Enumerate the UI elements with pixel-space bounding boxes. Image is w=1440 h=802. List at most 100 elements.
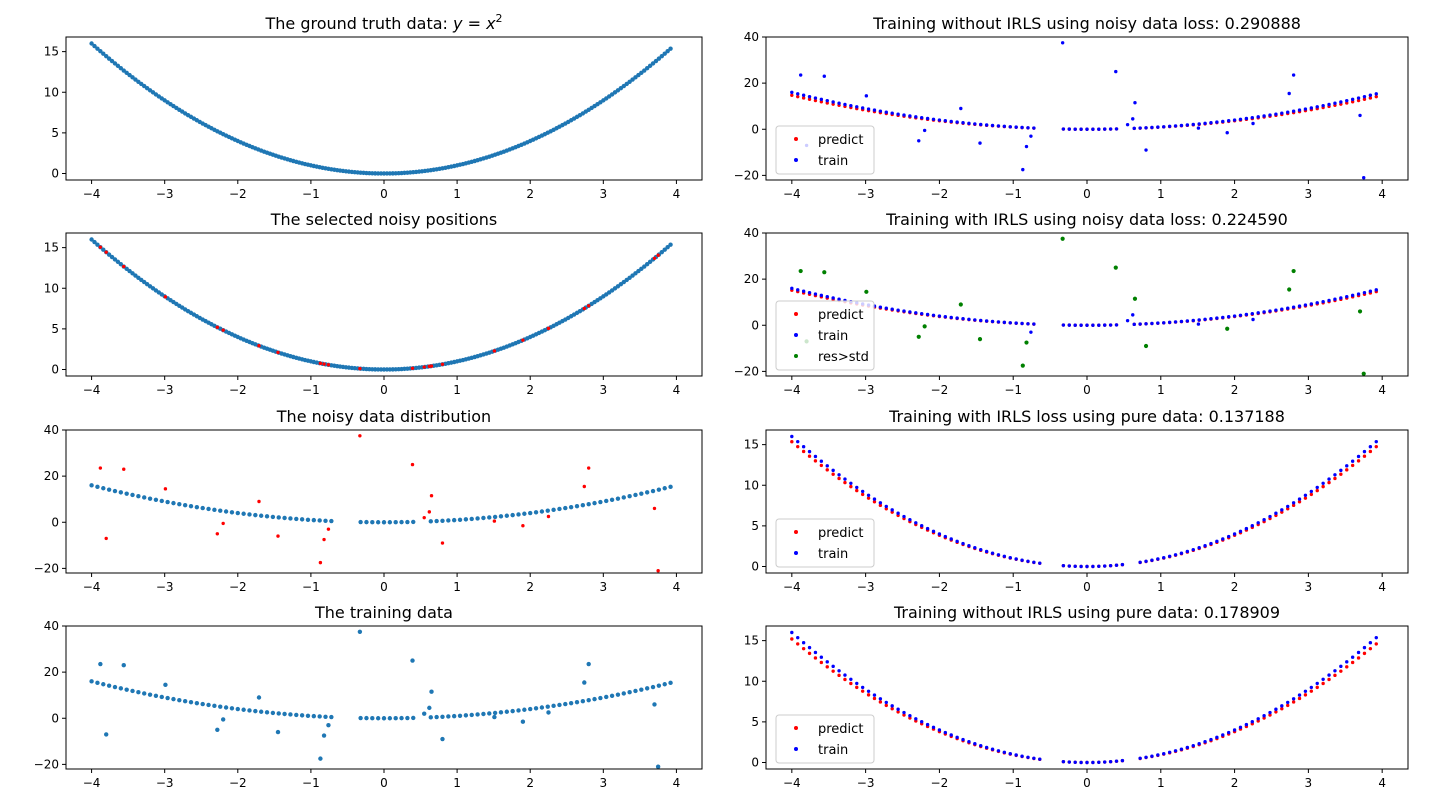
- data-point: [621, 495, 626, 500]
- data-point: [878, 700, 883, 704]
- data-point: [1362, 449, 1367, 454]
- data-point: [1020, 125, 1024, 130]
- data-point: [961, 541, 965, 546]
- data-point: [446, 714, 451, 719]
- data-point: [582, 306, 587, 311]
- x-tick-label: 2: [1231, 383, 1239, 397]
- data-point: [1303, 496, 1308, 500]
- data-point: [1315, 681, 1319, 686]
- data-point: [1221, 537, 1225, 541]
- x-tick-label: −1: [302, 580, 320, 594]
- data-point: [104, 536, 108, 541]
- data-point: [1173, 553, 1178, 557]
- data-point: [1297, 696, 1302, 701]
- data-point: [825, 98, 829, 103]
- data-point: [1203, 740, 1207, 744]
- data-point: [917, 139, 921, 143]
- data-point: [504, 709, 510, 714]
- data-point: [212, 703, 217, 709]
- y-tick-label: 40: [744, 30, 759, 44]
- data-point: [1008, 321, 1012, 325]
- data-point: [1327, 673, 1331, 677]
- data-point: [1238, 313, 1243, 317]
- data-point: [790, 637, 794, 641]
- data-point: [1262, 114, 1266, 118]
- data-point: [1362, 175, 1366, 180]
- data-point: [955, 120, 959, 124]
- data-point: [1021, 167, 1025, 172]
- data-point: [270, 514, 276, 520]
- x-tick-label: −3: [857, 383, 875, 397]
- data-point: [943, 730, 948, 735]
- data-point: [1287, 287, 1292, 292]
- data-point: [469, 712, 474, 718]
- x-tick-label: 2: [526, 580, 534, 594]
- data-point: [264, 710, 270, 715]
- subplot-irls-pure: Training with IRLS loss using pure data:…: [744, 407, 1409, 594]
- data-point: [1203, 544, 1207, 548]
- data-point: [1286, 700, 1290, 705]
- x-tick-label: 1: [1157, 383, 1165, 397]
- data-point: [422, 365, 426, 369]
- data-point: [1221, 119, 1225, 124]
- data-point: [1014, 321, 1018, 325]
- data-point: [943, 534, 948, 539]
- data-point: [659, 53, 664, 59]
- data-point: [1291, 501, 1296, 505]
- data-point: [1244, 722, 1249, 727]
- data-point: [1274, 112, 1278, 116]
- data-point: [574, 699, 580, 705]
- data-point: [1362, 290, 1367, 295]
- series-selected: [98, 245, 660, 371]
- data-point: [790, 286, 794, 291]
- data-point: [89, 237, 94, 242]
- data-point: [813, 650, 818, 655]
- legend-marker: [794, 158, 798, 162]
- data-point: [101, 682, 106, 687]
- data-point: [662, 682, 667, 687]
- data-point: [843, 677, 847, 682]
- chart-title: The selected noisy positions: [270, 210, 497, 229]
- data-point: [1185, 549, 1190, 554]
- legend-label: res>std: [818, 350, 869, 365]
- data-point: [831, 468, 835, 473]
- y-tick-label: 40: [44, 619, 59, 633]
- data-point: [1097, 127, 1101, 131]
- data-point: [1002, 554, 1007, 559]
- data-point: [819, 660, 824, 665]
- data-point: [212, 507, 217, 513]
- data-point: [990, 319, 995, 324]
- data-point: [943, 315, 948, 319]
- data-point: [1339, 669, 1343, 673]
- data-point: [796, 642, 800, 646]
- data-point: [979, 122, 983, 127]
- data-point: [1374, 439, 1378, 444]
- x-tick-label: 1: [453, 580, 461, 594]
- data-point: [1197, 122, 1201, 126]
- data-point: [1374, 642, 1378, 646]
- data-point: [1280, 704, 1284, 708]
- data-point: [121, 663, 126, 668]
- data-point: [1067, 760, 1071, 764]
- data-point: [563, 701, 568, 707]
- data-point: [668, 46, 673, 51]
- data-point: [843, 480, 847, 485]
- data-point: [1374, 444, 1378, 449]
- data-point: [241, 707, 246, 712]
- data-point: [860, 492, 865, 497]
- data-point: [159, 498, 164, 504]
- data-point: [831, 296, 835, 300]
- data-point: [1262, 714, 1266, 718]
- data-point: [967, 740, 971, 744]
- data-point: [381, 716, 387, 721]
- data-point: [311, 713, 317, 719]
- data-point: [1333, 673, 1337, 678]
- x-tick-label: −1: [302, 776, 320, 790]
- data-point: [1167, 320, 1172, 325]
- data-point: [866, 493, 871, 498]
- data-point: [831, 664, 835, 669]
- data-point: [427, 705, 432, 711]
- data-point: [557, 702, 562, 708]
- chart-title: The ground truth data: y = x2: [264, 12, 502, 33]
- x-tick-label: −3: [156, 187, 174, 201]
